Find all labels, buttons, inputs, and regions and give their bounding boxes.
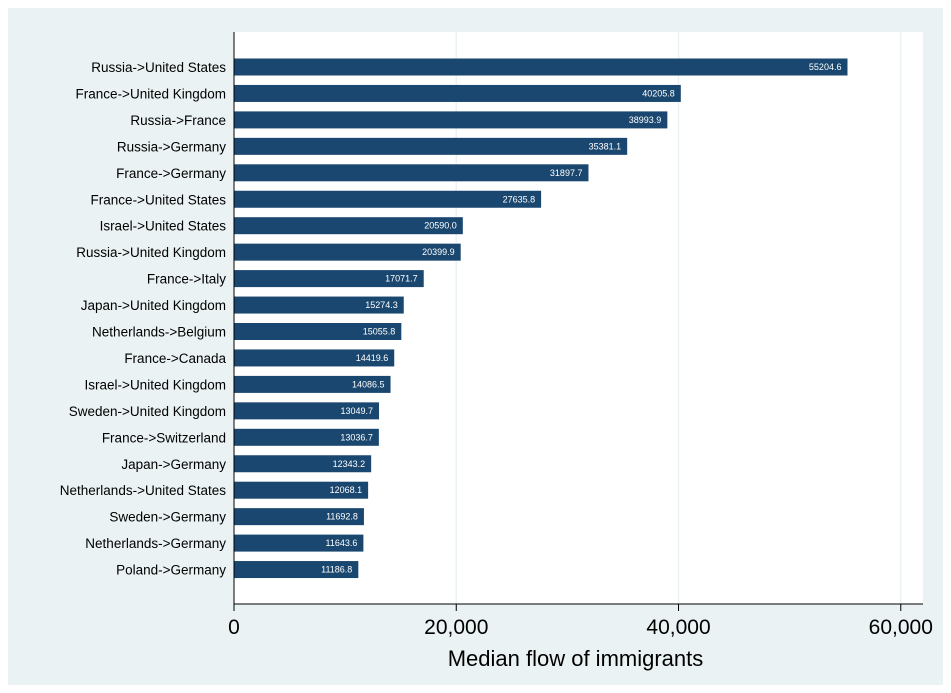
bar	[234, 111, 668, 129]
bar	[234, 508, 364, 526]
bar-chart: 55204.6 Russia->United States 40205.8 Franc…	[60, 32, 933, 671]
category-label: France->Germany	[116, 166, 226, 181]
bar-value-label: 11186.8	[321, 565, 352, 575]
bar	[234, 164, 589, 182]
bar	[234, 270, 424, 288]
category-label: Sweden->United Kingdom	[69, 404, 226, 419]
x-tick-label: 20,000	[424, 616, 488, 639]
category-label: France->Switzerland	[102, 430, 226, 445]
category-label: Russia->United States	[91, 60, 226, 75]
bar-value-label: 55204.6	[809, 62, 842, 72]
category-label: Sweden->Germany	[109, 510, 226, 525]
x-axis-title: Median flow of immigrants	[448, 646, 704, 671]
bar-value-label: 35381.1	[589, 141, 622, 151]
bar	[234, 534, 364, 552]
bar	[234, 455, 372, 473]
chart-figure: 55204.6 Russia->United States 40205.8 Franc…	[8, 8, 943, 685]
bar-value-label: 11643.6	[326, 538, 358, 548]
category-label: Netherlands->Belgium	[92, 325, 226, 340]
bar	[234, 481, 369, 499]
bar-value-label: 14419.6	[356, 353, 389, 363]
category-label: Japan->Germany	[121, 457, 226, 472]
bar-value-label: 38993.9	[629, 115, 662, 125]
bar	[234, 402, 380, 420]
bar	[234, 428, 379, 446]
category-label: France->United States	[91, 192, 227, 207]
category-label: Netherlands->Germany	[85, 536, 226, 551]
bar-value-label: 20590.0	[424, 221, 457, 231]
category-label: Russia->France	[130, 113, 226, 128]
bar-value-label: 17071.7	[385, 274, 418, 284]
bar	[234, 84, 681, 102]
category-label: France->United Kingdom	[76, 86, 226, 101]
x-tick-label: 40,000	[646, 616, 710, 639]
bar	[234, 243, 461, 261]
bar-value-label: 13049.7	[340, 406, 373, 416]
category-label: Israel->United Kingdom	[85, 377, 226, 392]
bar	[234, 375, 391, 393]
category-label: France->Italy	[147, 272, 226, 287]
bar-value-label: 27635.8	[503, 194, 536, 204]
axes: 0 20,000 40,000 60,000	[228, 32, 933, 639]
category-label: Japan->United Kingdom	[81, 298, 226, 313]
bar	[234, 58, 848, 76]
category-label: Netherlands->United States	[60, 483, 226, 498]
bar-value-label: 13036.7	[340, 432, 373, 442]
bar-value-label: 14086.5	[352, 379, 385, 389]
bar	[234, 561, 359, 579]
bar	[234, 296, 404, 314]
bar	[234, 349, 395, 367]
category-label: Russia->Germany	[117, 139, 226, 154]
bar-value-label: 40205.8	[642, 88, 675, 98]
bar	[234, 323, 402, 340]
bar-value-label: 12068.1	[330, 485, 363, 495]
bar-value-label: 15274.3	[365, 300, 398, 310]
bar-value-label: 12343.2	[333, 459, 366, 469]
bar-value-label: 11692.8	[326, 512, 358, 522]
bar-value-label: 20399.9	[422, 247, 455, 257]
category-label: Poland->Germany	[116, 563, 226, 578]
bar-value-label: 15055.8	[363, 327, 396, 337]
category-label: Israel->United States	[100, 219, 227, 234]
category-label: Russia->United Kingdom	[76, 245, 226, 260]
bar-value-label: 31897.7	[550, 168, 583, 178]
x-tick-label: 60,000	[869, 616, 933, 639]
bar	[234, 217, 463, 235]
bar	[234, 190, 542, 208]
category-label: France->Canada	[124, 351, 226, 366]
x-tick-label: 0	[228, 616, 240, 639]
bars: 55204.6 Russia->United States 40205.8 Franc…	[60, 58, 848, 579]
bar	[234, 137, 628, 155]
